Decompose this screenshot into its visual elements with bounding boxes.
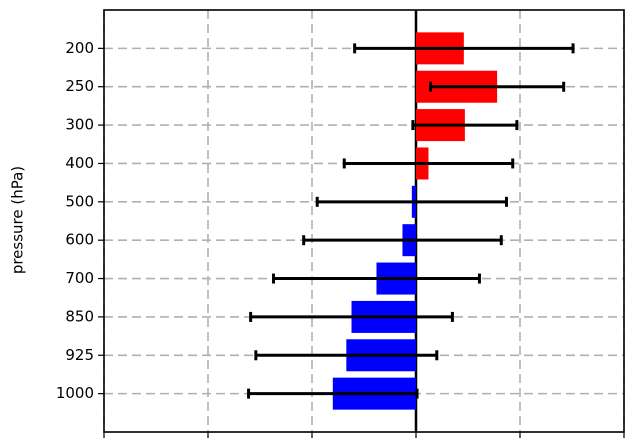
y-tick-label: 400 [65,154,94,172]
error-bar [315,196,508,207]
y-tick-label: 700 [65,269,94,287]
y-tick-label: 200 [65,39,94,57]
error-bar [429,81,566,92]
y-axis-label: pressure (hPa) [9,166,27,274]
y-tick-label: 600 [65,231,94,249]
error-bar [272,273,481,284]
y-tick-label: 925 [65,346,94,364]
error-bar [247,388,419,399]
error-bar [342,158,515,169]
error-bar [353,43,575,54]
y-tick-label: 500 [65,192,94,210]
y-tick-label: 1000 [56,384,94,402]
error-bar [302,235,503,246]
error-bar [254,350,439,361]
y-tick-label: 300 [65,116,94,134]
error-bar [249,311,454,322]
y-tick-label: 250 [65,77,94,95]
error-bar [411,120,519,131]
plot-frame [103,9,625,433]
y-tick-label: 850 [65,307,94,325]
